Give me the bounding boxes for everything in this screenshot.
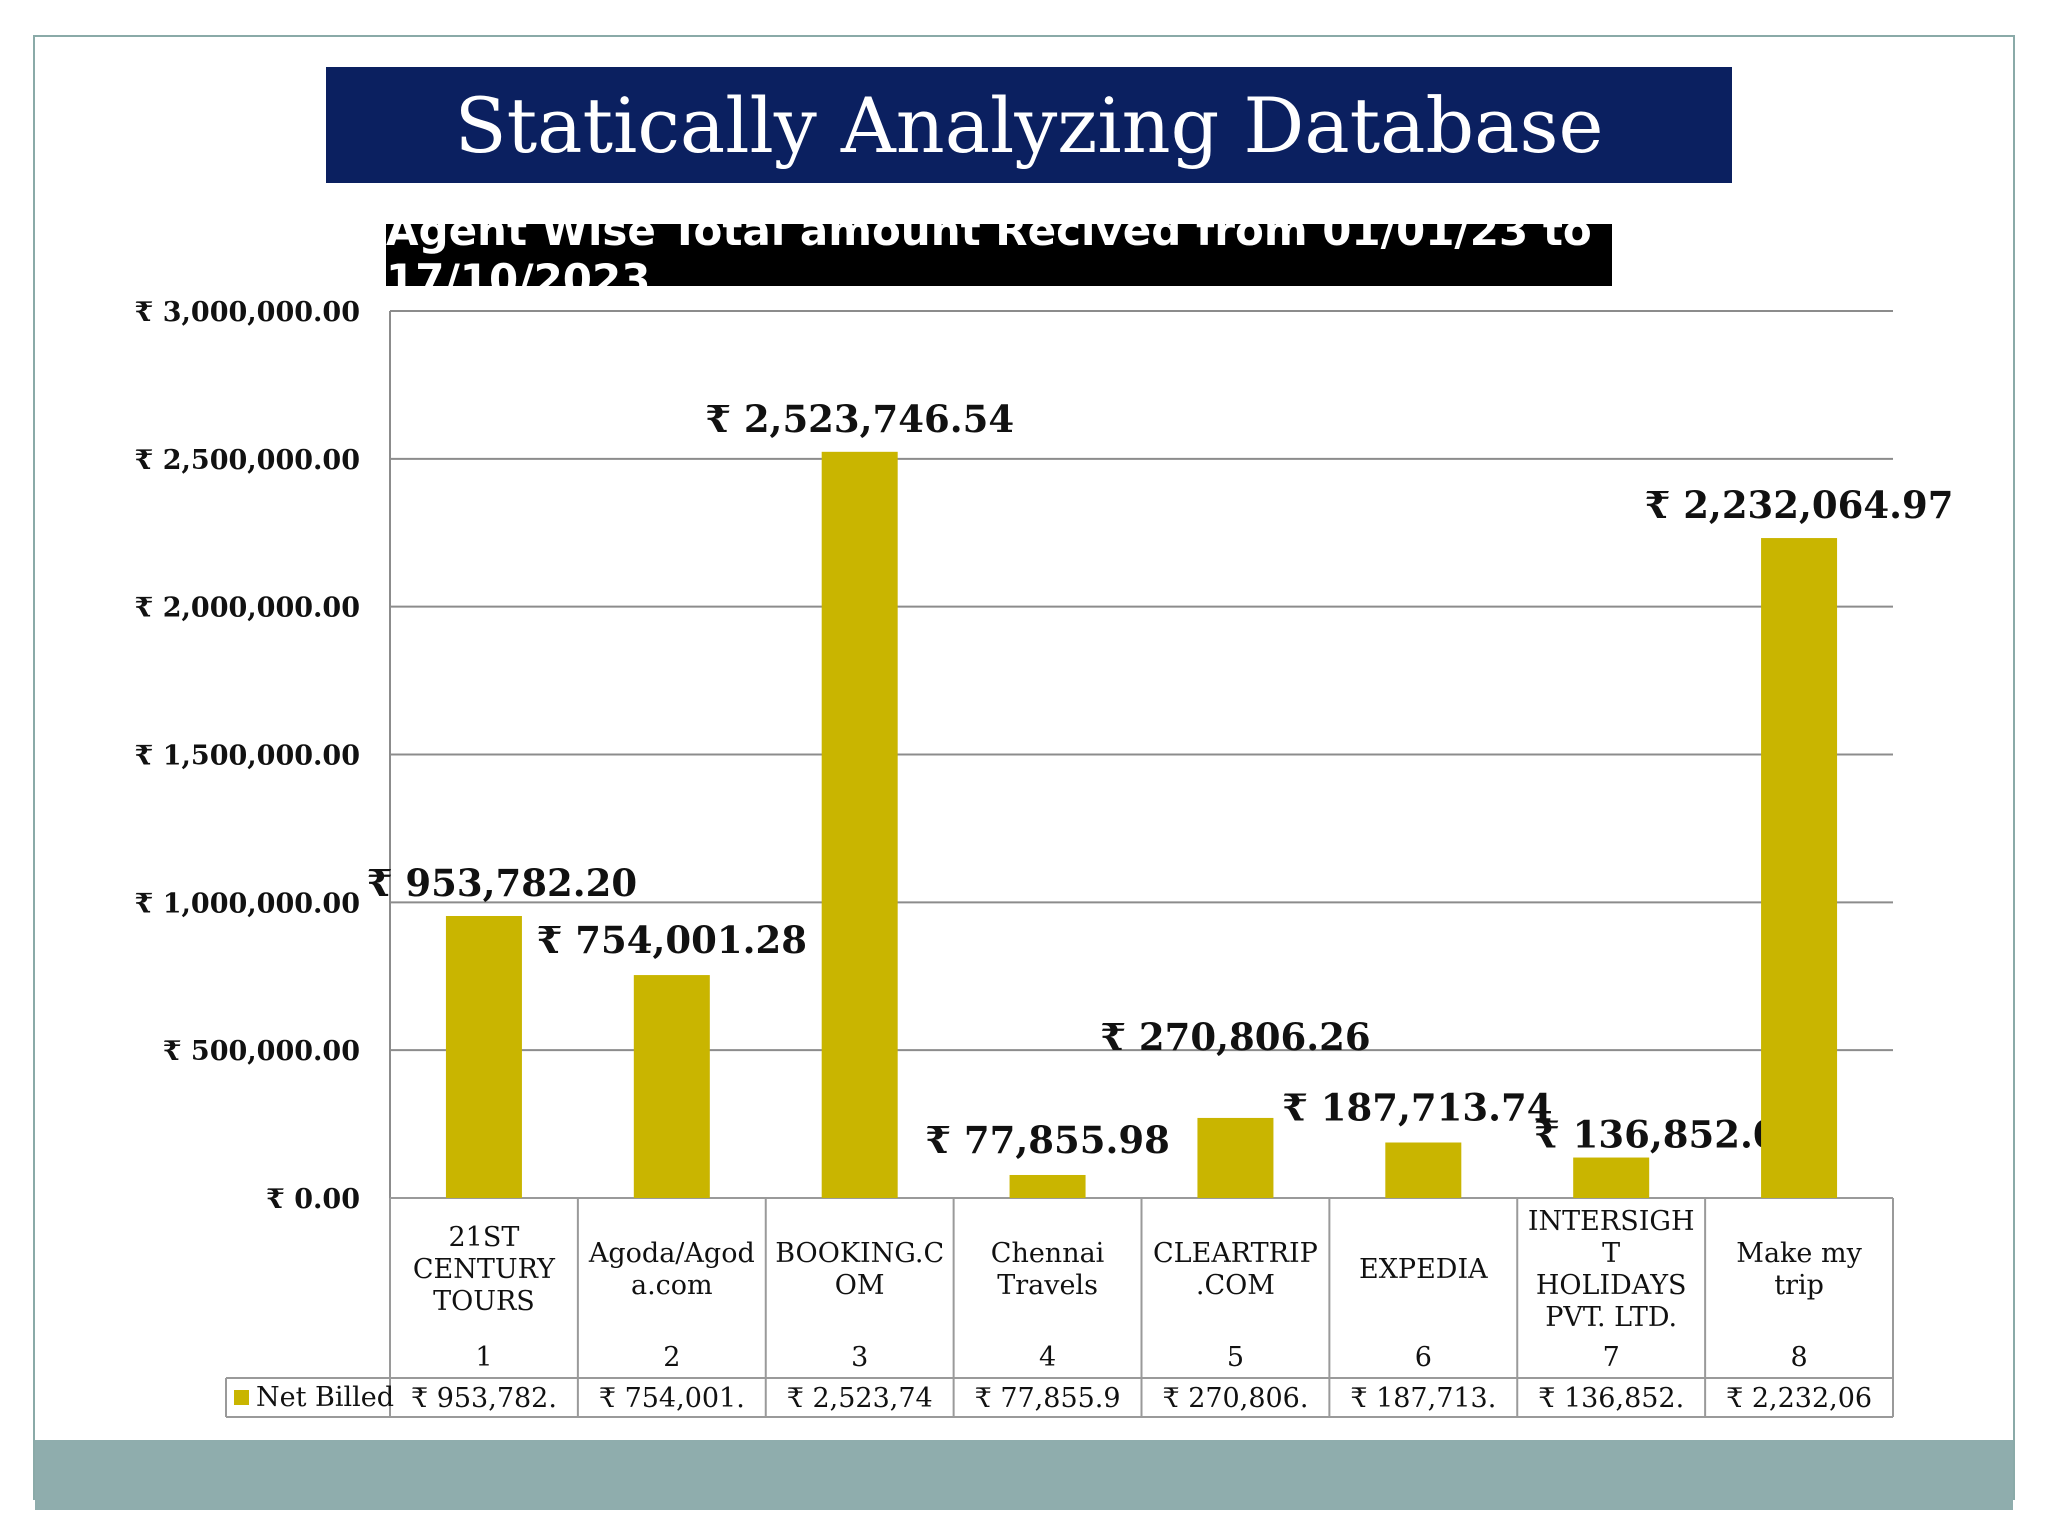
data-label: ₹ 77,855.98 bbox=[925, 1118, 1170, 1162]
table-value: ₹ 754,001. bbox=[599, 1383, 745, 1414]
category-number: 4 bbox=[1039, 1342, 1056, 1373]
table-value: ₹ 187,713. bbox=[1350, 1383, 1496, 1414]
category-label: BOOKING.C bbox=[775, 1238, 944, 1269]
table-value: ₹ 136,852. bbox=[1538, 1383, 1684, 1414]
category-label: TOURS bbox=[433, 1286, 535, 1317]
legend-swatch bbox=[234, 1390, 249, 1405]
category-number: 6 bbox=[1415, 1342, 1432, 1373]
y-tick-label: ₹ 2,500,000.00 bbox=[135, 445, 360, 476]
table-value: ₹ 270,806. bbox=[1162, 1383, 1308, 1414]
y-tick-label: ₹ 500,000.00 bbox=[163, 1036, 360, 1067]
y-tick-label: ₹ 3,000,000.00 bbox=[135, 297, 360, 328]
y-tick-label: ₹ 1,000,000.00 bbox=[135, 888, 360, 919]
table-value: ₹ 953,782. bbox=[411, 1383, 557, 1414]
data-label: ₹ 270,806.26 bbox=[1100, 1015, 1370, 1059]
bar bbox=[1197, 1117, 1274, 1198]
data-label: ₹ 187,713.74 bbox=[1282, 1085, 1552, 1129]
y-tick-label: ₹ 1,500,000.00 bbox=[135, 741, 360, 772]
category-label: EXPEDIA bbox=[1359, 1254, 1488, 1285]
y-tick-label: ₹ 0.00 bbox=[266, 1184, 360, 1215]
category-number: 7 bbox=[1603, 1342, 1620, 1373]
data-label: ₹ 136,852.00 bbox=[1534, 1113, 1804, 1157]
category-label: Chennai bbox=[991, 1238, 1105, 1269]
category-label: trip bbox=[1774, 1270, 1824, 1301]
category-label: INTERSIGH bbox=[1528, 1206, 1695, 1237]
table-value: ₹ 2,232,06 bbox=[1726, 1383, 1872, 1414]
category-number: 2 bbox=[663, 1342, 680, 1373]
category-label: T bbox=[1602, 1238, 1620, 1269]
category-label: OM bbox=[835, 1270, 885, 1301]
category-label: 21ST bbox=[449, 1222, 520, 1253]
bar bbox=[445, 915, 522, 1198]
bar bbox=[821, 451, 898, 1199]
category-label: Travels bbox=[997, 1270, 1098, 1301]
bar bbox=[633, 975, 710, 1198]
data-label: ₹ 754,001.28 bbox=[537, 918, 807, 962]
category-number: 5 bbox=[1227, 1342, 1244, 1373]
data-label: ₹ 953,782.20 bbox=[367, 861, 637, 905]
category-label: Make my bbox=[1736, 1238, 1862, 1269]
category-label: Agoda/Agod bbox=[588, 1238, 755, 1269]
bar bbox=[1573, 1157, 1650, 1198]
slide-title: Statically Analyzing Database bbox=[326, 67, 1732, 183]
footer-band bbox=[35, 1440, 2013, 1510]
category-number: 8 bbox=[1790, 1342, 1807, 1373]
bar bbox=[1009, 1174, 1086, 1198]
category-number: 3 bbox=[851, 1342, 868, 1373]
category-label: PVT. LTD. bbox=[1545, 1302, 1677, 1333]
category-number: 1 bbox=[475, 1342, 492, 1373]
bar bbox=[1761, 538, 1838, 1198]
table-value: ₹ 2,523,74 bbox=[787, 1383, 933, 1414]
category-label: .COM bbox=[1196, 1270, 1275, 1301]
bar bbox=[1385, 1142, 1462, 1198]
category-label: HOLIDAYS bbox=[1536, 1270, 1687, 1301]
y-tick-label: ₹ 2,000,000.00 bbox=[135, 593, 360, 624]
legend-label: Net Billed bbox=[256, 1382, 394, 1413]
data-label: ₹ 2,523,746.54 bbox=[705, 397, 1014, 441]
category-label: CENTURY bbox=[413, 1254, 556, 1285]
category-label: a.com bbox=[631, 1270, 713, 1301]
category-label: CLEARTRIP bbox=[1153, 1238, 1318, 1269]
table-value: ₹ 77,855.9 bbox=[975, 1383, 1121, 1414]
data-label: ₹ 2,232,064.97 bbox=[1645, 483, 1954, 527]
